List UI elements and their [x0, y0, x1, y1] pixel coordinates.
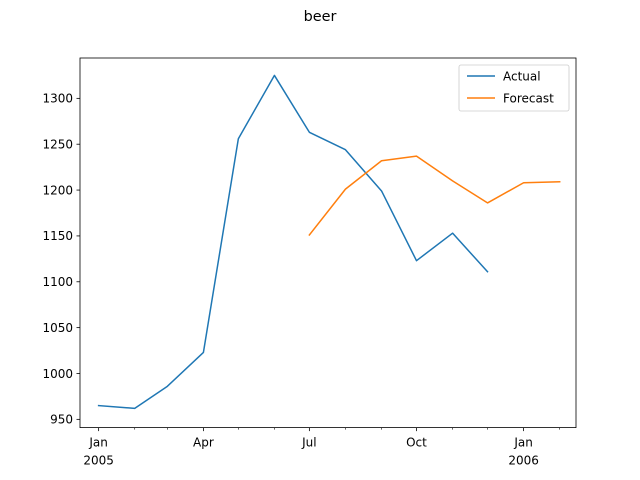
y-axis: 950 1000 1050 1100 1150 1200 1250 1300 — [42, 92, 80, 427]
x-tick-label: Oct — [406, 436, 427, 450]
axes-frame — [79, 57, 577, 429]
y-tick-label: 1000 — [42, 367, 73, 381]
x-tick-label: Jan — [513, 436, 533, 450]
x-tick-label: Jan — [88, 436, 108, 450]
x-tick-year-label: 2006 — [508, 454, 539, 468]
x-tick-label: Jul — [301, 436, 316, 450]
y-tick-label: 1200 — [42, 183, 73, 197]
chart-title: beer — [304, 9, 337, 25]
legend-label-actual: Actual — [503, 69, 541, 83]
y-tick-label: 950 — [50, 413, 73, 427]
series-line-forecast — [308, 155, 561, 237]
x-tick-label: Apr — [193, 436, 214, 450]
x-axis: Jan 2005 Apr Jul Oct Jan 2006 — [83, 427, 560, 468]
y-tick-label: 1300 — [42, 92, 73, 106]
y-tick-label: 1050 — [42, 321, 73, 335]
y-tick-label: 1150 — [42, 229, 73, 243]
y-tick-label: 1100 — [42, 275, 73, 289]
y-tick-label: 1250 — [42, 138, 73, 152]
legend: Actual Forecast — [458, 64, 570, 112]
legend-label-forecast: Forecast — [503, 91, 554, 105]
plot-lines — [97, 74, 561, 410]
series-line-actual — [97, 74, 489, 410]
x-tick-year-label: 2005 — [83, 454, 114, 468]
